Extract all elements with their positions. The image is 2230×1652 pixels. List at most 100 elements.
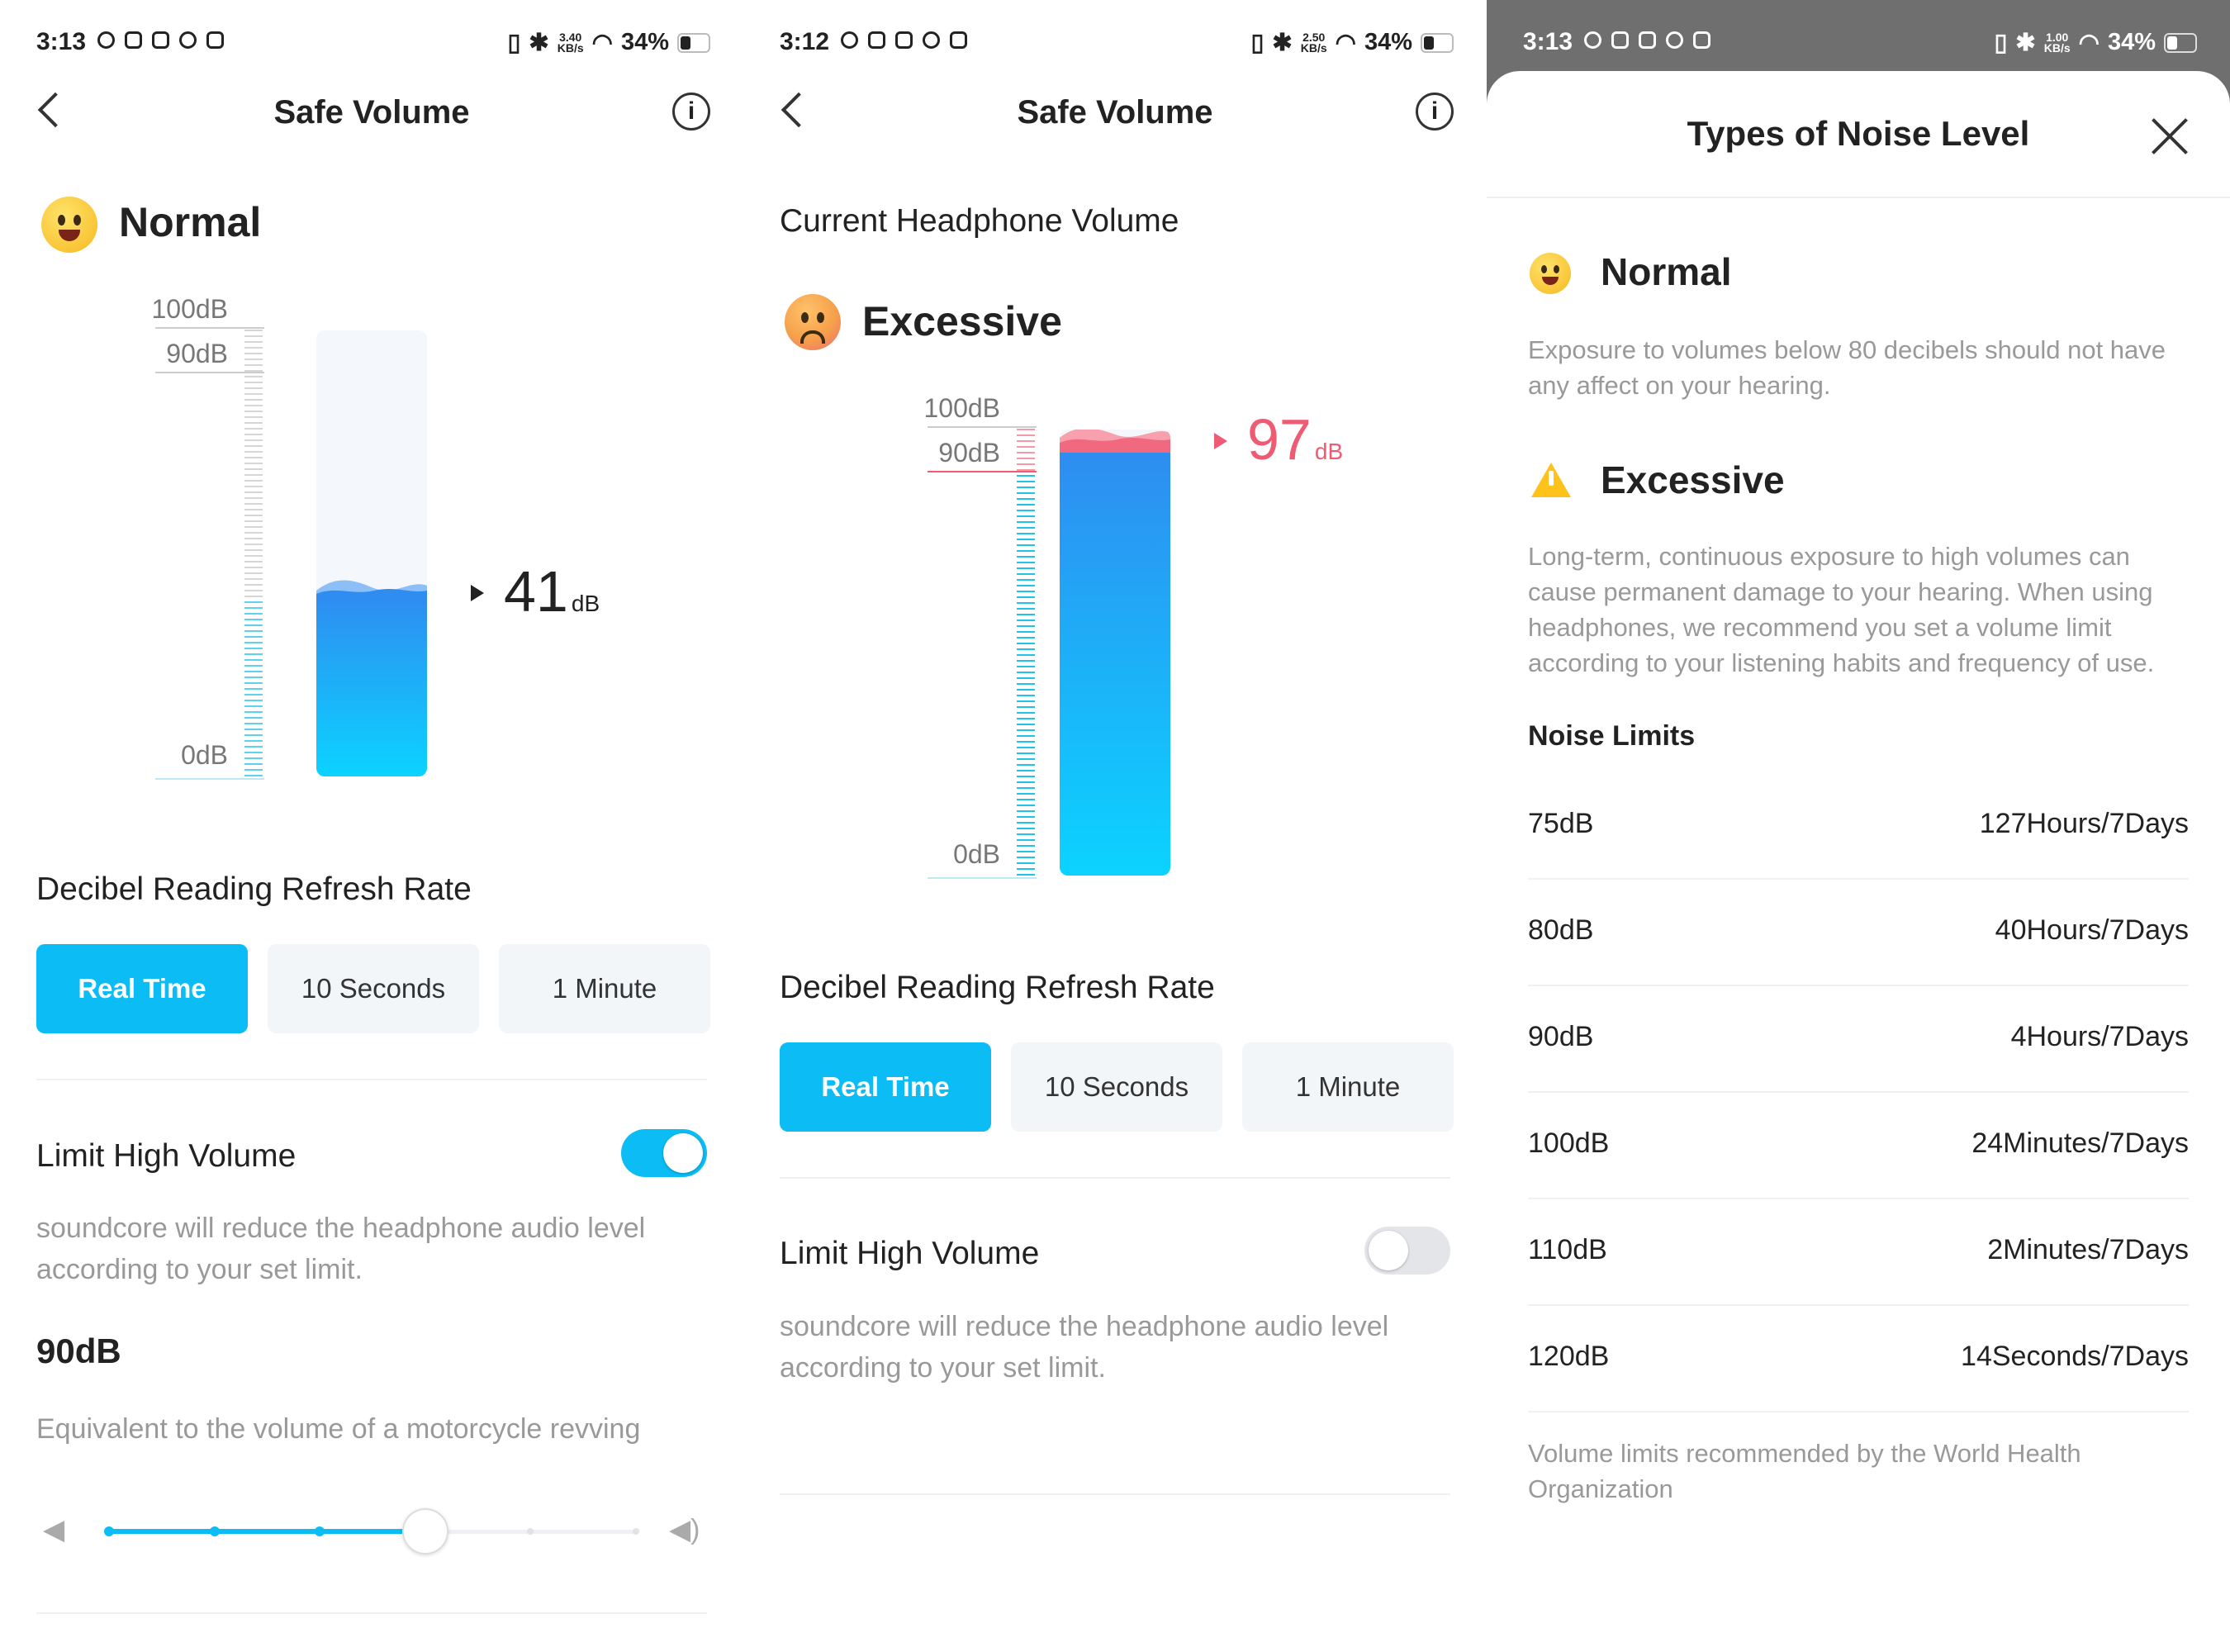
refresh-option-1-minute[interactable]: 1 Minute bbox=[1242, 1042, 1454, 1132]
gauge-fill bbox=[316, 594, 427, 776]
divider bbox=[1487, 197, 2230, 198]
row-db: 90dB bbox=[1528, 1021, 1594, 1052]
decibel-scale: 100dB 90dB 0dB bbox=[896, 393, 1037, 881]
row-db: 80dB bbox=[1528, 914, 1594, 946]
sheet-title: Types of Noise Level bbox=[1687, 114, 2030, 153]
status-bar: 3:12 ▯ ✱ 2.50 KB/s ◠ 34% bbox=[743, 0, 1487, 83]
pointer-arrow-icon bbox=[471, 585, 484, 601]
volume-low-icon: ◀ bbox=[43, 1514, 65, 1545]
slider-step-dot bbox=[209, 1526, 220, 1536]
safe-volume-screen-excessive: 3:12 ▯ ✱ 2.50 KB/s ◠ 34% Safe Volume i Cu… bbox=[743, 0, 1487, 1652]
row-db: 120dB bbox=[1528, 1341, 1610, 1372]
close-icon[interactable] bbox=[2149, 116, 2190, 157]
row-duration: 4Hours/7Days bbox=[2010, 1021, 2189, 1052]
battery-percent: 34% bbox=[1364, 29, 1412, 55]
scale-label-bottom: 0dB bbox=[181, 740, 228, 770]
header: Safe Volume i bbox=[743, 83, 1487, 157]
refresh-option-10-seconds[interactable]: 10 Seconds bbox=[268, 944, 479, 1033]
decibel-reading: 41 dB bbox=[471, 558, 600, 624]
status-label: Normal bbox=[119, 199, 262, 245]
wifi-icon: ◠ bbox=[2078, 30, 2100, 56]
decibel-scale: 100dB 90dB 0dB bbox=[124, 294, 264, 781]
limit-high-volume-toggle[interactable] bbox=[621, 1129, 707, 1177]
status-right: ▯ ✱ 2.50 KB/s ◠ 34% bbox=[1250, 28, 1454, 57]
refresh-option-10-seconds[interactable]: 10 Seconds bbox=[1011, 1042, 1222, 1132]
notification-icons bbox=[841, 31, 967, 49]
limit-high-volume-title: Limit High Volume bbox=[780, 1236, 1040, 1271]
page-title: Safe Volume bbox=[1017, 94, 1213, 131]
table-row: 110dB 2Minutes/7Days bbox=[1528, 1198, 2189, 1306]
slider-step-dot bbox=[633, 1528, 639, 1535]
refresh-option-real-time[interactable]: Real Time bbox=[780, 1042, 991, 1132]
refresh-option-real-time[interactable]: Real Time bbox=[36, 944, 248, 1033]
net-speed: 2.50 KB/s bbox=[1300, 30, 1327, 55]
warning-icon bbox=[1531, 463, 1571, 497]
vibrate-icon: ▯ bbox=[1994, 30, 2008, 56]
current-volume-subtitle: Current Headphone Volume bbox=[780, 203, 1179, 239]
vibrate-icon: ▯ bbox=[1250, 30, 1264, 56]
reading-value: 41 bbox=[504, 559, 568, 624]
table-row: 90dB 4Hours/7Days bbox=[1528, 985, 2189, 1093]
status-bar: 3:13 ▯ ✱ 1.00 KB/s ◠ 34% bbox=[1487, 0, 2230, 83]
table-row: 80dB 40Hours/7Days bbox=[1528, 878, 2189, 986]
reading-unit: dB bbox=[1314, 439, 1344, 464]
scale-ticks bbox=[1017, 429, 1035, 876]
wifi-icon: ◠ bbox=[1335, 30, 1356, 56]
battery-percent: 34% bbox=[620, 29, 669, 55]
excessive-title: Excessive bbox=[1601, 458, 1785, 501]
bluetooth-icon: ✱ bbox=[529, 30, 549, 56]
limit-description: soundcore will reduce the headphone audi… bbox=[36, 1213, 646, 1285]
info-icon[interactable]: i bbox=[672, 93, 710, 131]
row-duration: 40Hours/7Days bbox=[1995, 914, 2189, 946]
limit-value: 90dB bbox=[36, 1332, 121, 1370]
wifi-icon: ◠ bbox=[591, 30, 613, 56]
volume-high-icon: ◀) bbox=[669, 1514, 700, 1545]
slider-thumb[interactable] bbox=[401, 1508, 448, 1555]
info-icon[interactable]: i bbox=[1416, 93, 1454, 131]
battery-percent: 34% bbox=[2107, 29, 2156, 55]
status-right: ▯ ✱ 3.40 KB/s ◠ 34% bbox=[507, 28, 710, 57]
bluetooth-icon: ✱ bbox=[2015, 30, 2036, 56]
table-row: 100dB 24Minutes/7Days bbox=[1528, 1091, 2189, 1199]
page-title: Safe Volume bbox=[273, 94, 470, 131]
scale-label-top: 100dB bbox=[151, 294, 228, 324]
bluetooth-icon: ✱ bbox=[1272, 30, 1293, 56]
status-time: 3:13 bbox=[36, 28, 87, 55]
divider bbox=[36, 1079, 707, 1080]
row-duration: 127Hours/7Days bbox=[1979, 808, 2189, 839]
table-row: 120dB 14Seconds/7Days bbox=[1528, 1304, 2189, 1412]
refresh-rate-title: Decibel Reading Refresh Rate bbox=[36, 871, 472, 907]
decibel-reading: 97 dB bbox=[1214, 406, 1343, 472]
limit-high-volume-toggle[interactable] bbox=[1364, 1227, 1450, 1275]
slider-step-dot bbox=[315, 1526, 325, 1536]
header: Safe Volume i bbox=[0, 83, 743, 157]
scale-label-top: 100dB bbox=[923, 393, 1000, 423]
status-time: 3:12 bbox=[780, 28, 830, 55]
scale-label-mid: 90dB bbox=[166, 339, 228, 368]
divider bbox=[780, 1177, 1450, 1179]
notification-icons bbox=[97, 31, 224, 49]
noise-limits-title: Noise Limits bbox=[1528, 720, 1696, 752]
refresh-rate-title: Decibel Reading Refresh Rate bbox=[780, 970, 1215, 1005]
scale-ticks bbox=[244, 330, 263, 776]
reading-value: 97 bbox=[1247, 407, 1312, 472]
status-label: Excessive bbox=[862, 298, 1062, 344]
grinning-face-icon bbox=[1530, 253, 1571, 294]
safe-volume-screen-normal: 3:13 ▯ ✱ 3.40 KB/s ◠ 34% Safe Volume i No… bbox=[0, 0, 743, 1652]
notification-icons bbox=[1584, 31, 1710, 49]
scale-label-bottom: 0dB bbox=[953, 839, 1000, 869]
divider bbox=[36, 1612, 707, 1614]
row-duration: 14Seconds/7Days bbox=[1961, 1341, 2189, 1372]
gauge-wave bbox=[316, 580, 427, 604]
status-time: 3:13 bbox=[1523, 28, 1573, 55]
reading-unit: dB bbox=[571, 591, 600, 616]
volume-limit-slider[interactable] bbox=[104, 1508, 639, 1555]
row-db: 100dB bbox=[1528, 1127, 1610, 1159]
battery-icon bbox=[677, 32, 710, 53]
refresh-option-1-minute[interactable]: 1 Minute bbox=[499, 944, 710, 1033]
row-duration: 24Minutes/7Days bbox=[1971, 1127, 2189, 1159]
table-row: 75dB 127Hours/7Days bbox=[1528, 771, 2189, 880]
who-footnote: Volume limits recommended by the World H… bbox=[1528, 1439, 2081, 1503]
slider-step-dot bbox=[527, 1528, 534, 1535]
normal-description: Exposure to volumes below 80 decibels sh… bbox=[1528, 335, 2166, 400]
